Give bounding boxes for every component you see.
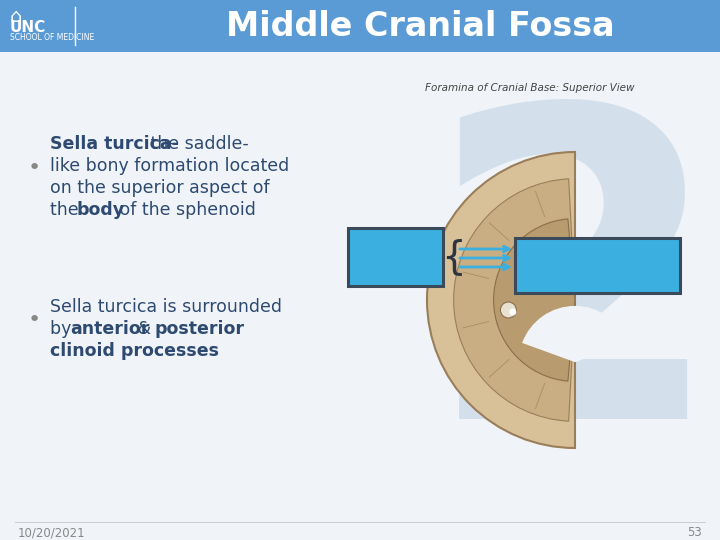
Bar <box>348 228 443 286</box>
Text: clinoid processes: clinoid processes <box>50 342 219 360</box>
Text: posterior: posterior <box>154 320 244 338</box>
Wedge shape <box>427 152 575 448</box>
Text: SCHOOL OF MEDICINE: SCHOOL OF MEDICINE <box>10 33 94 43</box>
Text: of the sphenoid: of the sphenoid <box>114 201 256 219</box>
Circle shape <box>509 308 516 315</box>
Wedge shape <box>522 306 628 362</box>
Text: by: by <box>50 320 77 338</box>
Text: •: • <box>28 310 41 330</box>
Circle shape <box>500 302 516 318</box>
Text: 2: 2 <box>426 91 720 509</box>
Text: &: & <box>132 320 157 338</box>
Text: UNC: UNC <box>10 19 46 35</box>
Bar <box>515 238 680 293</box>
Text: •: • <box>28 158 41 178</box>
Text: anterior: anterior <box>70 320 149 338</box>
Text: Middle Cranial Fossa: Middle Cranial Fossa <box>225 10 614 43</box>
Text: Sella turcica is surrounded: Sella turcica is surrounded <box>50 298 282 316</box>
Text: Sella turcica-: Sella turcica- <box>50 135 179 153</box>
Text: on the superior aspect of: on the superior aspect of <box>50 179 269 197</box>
Bar <box>0 0 720 52</box>
Text: body: body <box>77 201 125 219</box>
Text: 53: 53 <box>688 526 702 539</box>
Text: 10/20/2021: 10/20/2021 <box>18 526 86 539</box>
Text: the saddle-: the saddle- <box>145 135 248 153</box>
Wedge shape <box>454 179 575 421</box>
Text: like bony formation located: like bony formation located <box>50 157 289 175</box>
Text: the: the <box>50 201 84 219</box>
Text: ⌂: ⌂ <box>10 6 22 25</box>
Wedge shape <box>494 219 575 381</box>
Text: Foramina of Cranial Base: Superior View: Foramina of Cranial Base: Superior View <box>426 83 635 93</box>
Text: {: { <box>441 238 467 276</box>
